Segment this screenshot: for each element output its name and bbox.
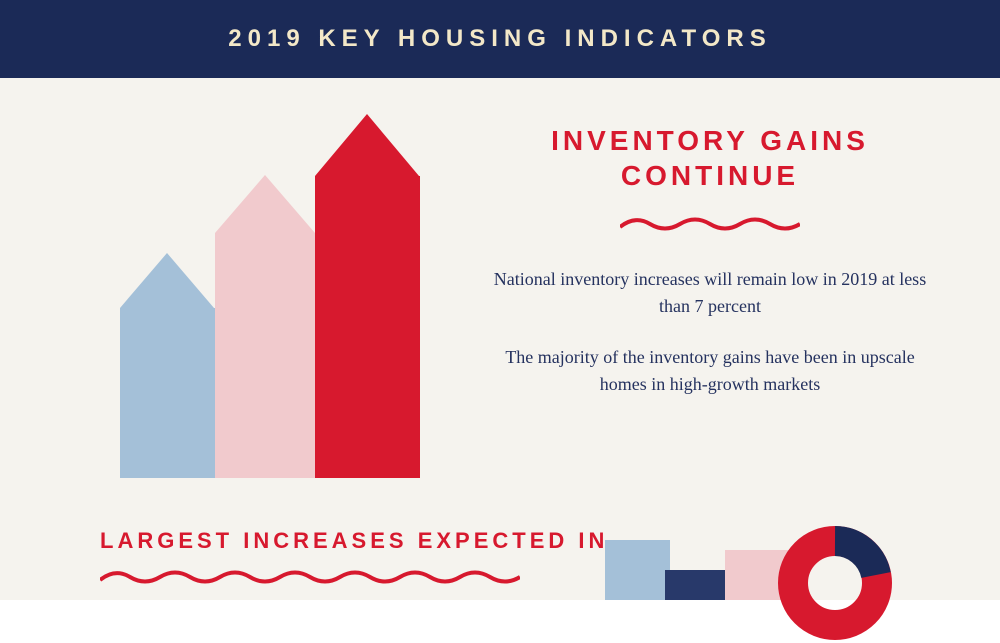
header-banner: 2019 KEY HOUSING INDICATORS — [0, 0, 1000, 78]
house-roof-3 — [315, 114, 419, 176]
donut-chart-icon — [775, 523, 895, 643]
house-bar-chart — [120, 108, 440, 478]
house-body-3 — [315, 176, 420, 478]
house-body-2 — [215, 233, 315, 478]
wave-divider-bottom-icon — [100, 568, 520, 586]
bottom-bar-2 — [665, 570, 730, 600]
header-title: 2019 KEY HOUSING INDICATORS — [228, 25, 771, 53]
wave-divider-icon — [620, 215, 800, 233]
house-bar-3 — [315, 114, 420, 478]
house-bar-2 — [215, 175, 315, 478]
house-bar-1 — [120, 253, 215, 478]
bottom-bar-1 — [605, 540, 670, 600]
body-para-2: The majority of the inventory gains have… — [490, 344, 930, 398]
section-inventory-gains: INVENTORY GAINS CONTINUE National invent… — [490, 123, 930, 422]
section-largest-increases-title: LARGEST INCREASES EXPECTED IN — [100, 528, 608, 554]
house-roof-2 — [215, 175, 315, 233]
title-line-2: CONTINUE — [621, 160, 799, 191]
title-line-1: INVENTORY GAINS — [551, 125, 869, 156]
body-para-1: National inventory increases will remain… — [490, 266, 930, 320]
house-body-1 — [120, 308, 215, 478]
bottom-bar-chart — [605, 530, 785, 600]
section-title: INVENTORY GAINS CONTINUE — [490, 123, 930, 193]
house-roof-1 — [120, 253, 214, 308]
main-content: INVENTORY GAINS CONTINUE National invent… — [0, 78, 1000, 600]
